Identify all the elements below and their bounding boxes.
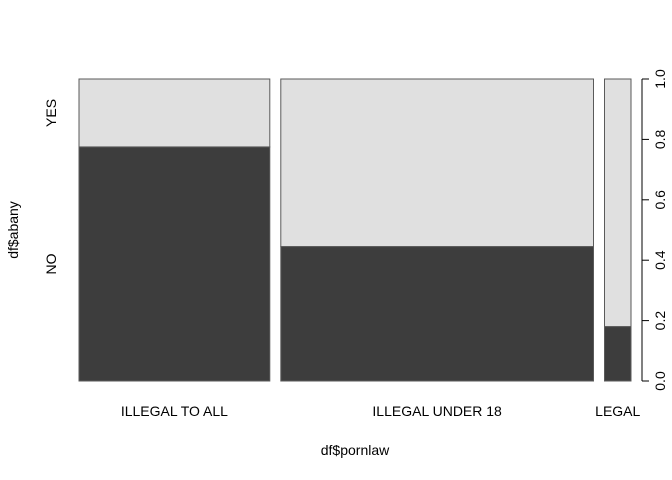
y-tick-label: 0.0 [652, 371, 668, 391]
y-tick-label: 0.4 [652, 250, 668, 270]
x-category-label: LEGAL [595, 403, 640, 419]
y-level-label: NO [43, 253, 59, 274]
y-axis-title: df$abany [5, 201, 21, 259]
y-level-label: YES [43, 99, 59, 127]
x-category-labels: ILLEGAL TO ALL ILLEGAL UNDER 18 LEGAL [121, 403, 641, 419]
tile-no-2 [604, 326, 632, 382]
y-tick-label: 0.2 [652, 311, 668, 331]
tile-no-1 [280, 246, 594, 382]
mosaic-tiles [78, 78, 632, 382]
right-axis-ticks: 0.0 0.2 0.4 0.6 0.8 1.0 [642, 69, 668, 391]
y-tick-label: 0.6 [652, 190, 668, 210]
y-level-labels: NO YES [43, 99, 59, 275]
y-tick-label: 1.0 [652, 69, 668, 89]
right-y-axis: 0.0 0.2 0.4 0.6 0.8 1.0 [641, 69, 668, 391]
x-category-label: ILLEGAL TO ALL [121, 403, 228, 419]
tile-yes-1 [280, 78, 594, 248]
tile-yes-0 [78, 78, 271, 148]
y-tick-label: 0.8 [652, 129, 668, 149]
tile-no-0 [78, 146, 271, 382]
x-axis-title: df$pornlaw [321, 442, 390, 458]
x-category-label: ILLEGAL UNDER 18 [372, 403, 502, 419]
tile-yes-2 [604, 78, 632, 328]
